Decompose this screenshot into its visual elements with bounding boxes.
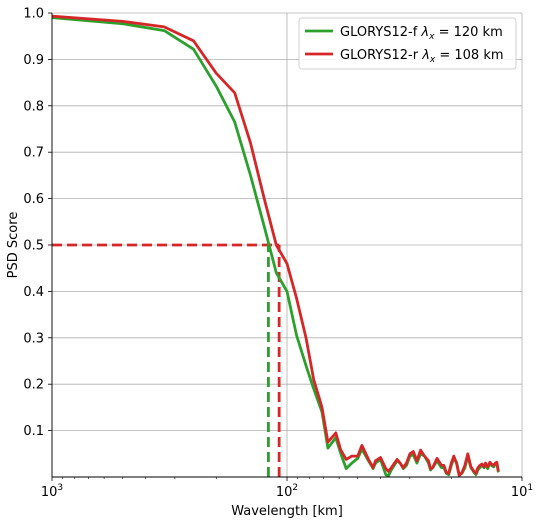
- series-line-glorys12-r: [51, 14, 500, 478]
- legend-box: [298, 17, 517, 70]
- y-tick-label: 0.5: [23, 239, 44, 254]
- legend: GLORYS12-f λx = 120 km GLORYS12-r λx = 10…: [298, 17, 517, 70]
- grid: [51, 12, 523, 477]
- axes: [48, 12, 523, 481]
- y-tick-label: 0.3: [23, 331, 44, 346]
- y-tick-label: 1.0: [23, 7, 44, 22]
- tick-labels: 0.1 0.2 0.3 0.4 0.5 0.6 0.7 0.8 0.9 1.0 103 102 101: [23, 7, 533, 501]
- x-tick-label: 102: [276, 483, 298, 500]
- y-axis-label: PSD Score: [6, 212, 21, 279]
- series-line-glorys12-f: [51, 16, 500, 478]
- legend-label-glorys12-r: GLORYS12-r λx = 108 km: [340, 48, 504, 65]
- x-tick-label: 101: [511, 483, 533, 500]
- y-tick-label: 0.2: [23, 378, 44, 393]
- y-tick-label: 0.6: [23, 192, 44, 207]
- y-tick-label: 0.8: [23, 99, 44, 114]
- y-tick-label: 0.1: [23, 424, 44, 439]
- x-axis-label: Wavelength [km]: [231, 504, 343, 519]
- series-lines: [51, 14, 500, 478]
- y-tick-label: 0.7: [23, 146, 44, 161]
- legend-label-glorys12-f: GLORYS12-f λx = 120 km: [340, 25, 503, 42]
- x-tick-label: 103: [41, 483, 63, 500]
- y-tick-label: 0.9: [23, 53, 44, 68]
- y-tick-label: 0.4: [23, 285, 44, 300]
- reference-lines: [52, 243, 281, 477]
